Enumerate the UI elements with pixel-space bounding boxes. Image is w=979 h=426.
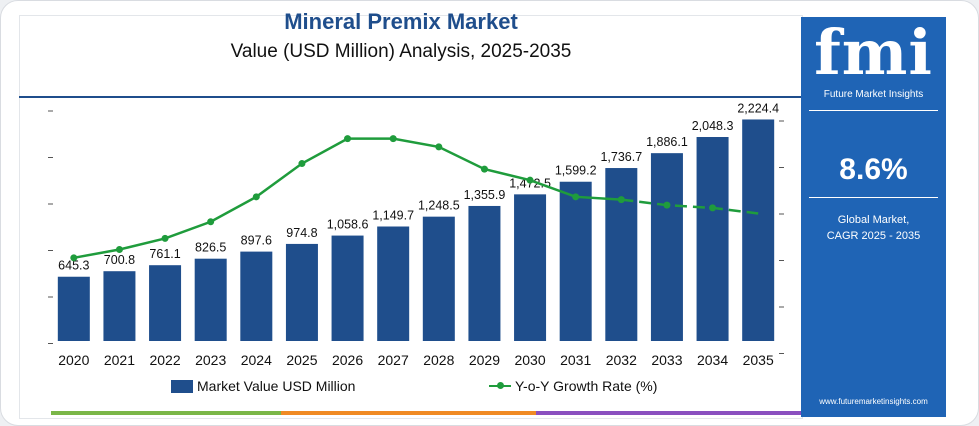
x-axis-tick-label: 2027 [378, 352, 409, 368]
legend-bar-label: Market Value USD Million [197, 378, 356, 394]
bar-2033 [650, 153, 683, 341]
growth-line-group [70, 135, 759, 262]
growth-point-2034 [709, 204, 717, 212]
website-url: www.futuremarketinsights.com [819, 397, 928, 406]
bar-2021 [103, 271, 136, 341]
bottom-accent-purple [536, 411, 801, 415]
bar-2031 [559, 181, 592, 341]
x-axis-tick-label: 2026 [332, 352, 363, 368]
bar-2024 [240, 251, 273, 341]
bar-2022 [149, 265, 182, 341]
growth-point-2032 [617, 196, 625, 204]
bar-value-label: 1,248.5 [418, 199, 460, 213]
bar-2030 [514, 194, 547, 341]
x-axis-tick-label: 2035 [743, 352, 774, 368]
cagr-value: 8.6% [839, 153, 908, 186]
right-axis-ticks [779, 120, 784, 354]
x-axis-tick-label: 2032 [606, 352, 637, 368]
side-panel: fmi Future Market Insights 8.6% Global M… [801, 17, 946, 417]
growth-point-2026 [344, 135, 352, 143]
growth-point-2020 [70, 254, 78, 262]
legend-line-item: Y-o-Y Growth Rate (%) [489, 377, 657, 395]
fmi-logo-subtitle: Future Market Insights [823, 89, 924, 100]
growth-point-2024 [252, 193, 260, 201]
bar-2035 [742, 119, 775, 341]
legend-bar-item: Market Value USD Million [171, 377, 355, 395]
bar-value-label: 1,149.7 [372, 208, 414, 222]
bar-labels-group: 645.3 700.8 761.1 826.5 897.6 974.8 1,058.61,1… [58, 101, 779, 272]
bar-value-label: 1,736.7 [600, 150, 642, 164]
cagr-label-line1: Global Market, [837, 214, 910, 226]
x-axis-tick-label: 2020 [58, 352, 89, 368]
x-axis-tick-label: 2023 [195, 352, 226, 368]
bar-value-label: 1,886.1 [646, 135, 688, 149]
x-axis-tick-label: 2034 [697, 352, 728, 368]
cagr-label: Global Market, CAGR 2025 - 2035 [801, 212, 946, 244]
panel-divider-top [809, 110, 938, 111]
bar-2028 [422, 216, 455, 341]
bar-2032 [605, 168, 638, 341]
bar-2023 [194, 258, 227, 341]
x-axis-tick-label: 2021 [104, 352, 135, 368]
x-axis-tick-label: 2022 [149, 352, 180, 368]
legend-line-swatch [489, 382, 511, 389]
bar-value-label: 826.5 [195, 241, 226, 255]
growth-point-2031 [572, 193, 580, 201]
chart-title: Mineral Premix Market [284, 9, 518, 34]
bars-group [57, 119, 775, 341]
bar-value-label: 1,355.9 [464, 188, 506, 202]
bar-value-label: 1,599.2 [555, 164, 597, 178]
bar-line-chart: 645.3 700.8 761.1 826.5 897.6 974.8 1,058.61,1… [48, 101, 784, 368]
fmi-logo: fmi [814, 16, 933, 89]
growth-line-projected [621, 198, 759, 215]
title-divider [19, 96, 801, 98]
bottom-accent-green [51, 411, 281, 415]
bar-2029 [468, 205, 501, 341]
growth-point-2030 [526, 176, 534, 184]
x-axis-tick-label: 2029 [469, 352, 500, 368]
bar-value-label: 2,048.3 [692, 119, 734, 133]
growth-point-2025 [298, 160, 306, 168]
x-axis-tick-label: 2033 [651, 352, 682, 368]
panel-divider-middle [809, 197, 938, 198]
bar-value-label: 1,058.6 [327, 218, 369, 232]
x-axis-tick-label: 2030 [514, 352, 545, 368]
bar-value-label: 700.8 [104, 253, 135, 267]
bar-value-label: 897.6 [241, 234, 272, 248]
growth-point-2021 [115, 246, 123, 253]
bar-value-label: 645.3 [58, 259, 89, 273]
growth-point-2033 [663, 201, 671, 209]
bar-2025 [285, 243, 318, 341]
chart-subtitle: Value (USD Million) Analysis, 2025-2035 [230, 41, 572, 62]
growth-point-2027 [389, 135, 397, 143]
x-axis-tick-label: 2028 [423, 352, 454, 368]
growth-point-2022 [161, 234, 169, 242]
x-axis-tick-label: 2025 [286, 352, 317, 368]
legend-line-label: Y-o-Y Growth Rate (%) [515, 378, 658, 394]
cagr-label-line2: CAGR 2025 - 2035 [826, 230, 921, 242]
bar-2020 [57, 276, 90, 341]
growth-point-2029 [480, 165, 488, 173]
bar-2034 [696, 137, 729, 341]
bar-2026 [331, 235, 364, 341]
growth-point-2023 [207, 218, 215, 226]
growth-point-2028 [435, 143, 443, 151]
x-axis-tick-label: 2024 [241, 352, 272, 368]
bar-2027 [377, 226, 410, 341]
left-axis-ticks [48, 110, 53, 344]
legend-bar-swatch [171, 379, 193, 393]
x-axis-tick-label: 2031 [560, 352, 591, 368]
bottom-accent-orange [281, 411, 536, 415]
x-axis-labels-group: 2020 2021 2022 2023 2024 2025 2026 2027 2028 2029… [58, 352, 774, 368]
bar-value-label: 761.1 [149, 247, 180, 261]
bar-value-label: 2,224.4 [737, 101, 779, 115]
bar-value-label: 974.8 [286, 226, 317, 240]
